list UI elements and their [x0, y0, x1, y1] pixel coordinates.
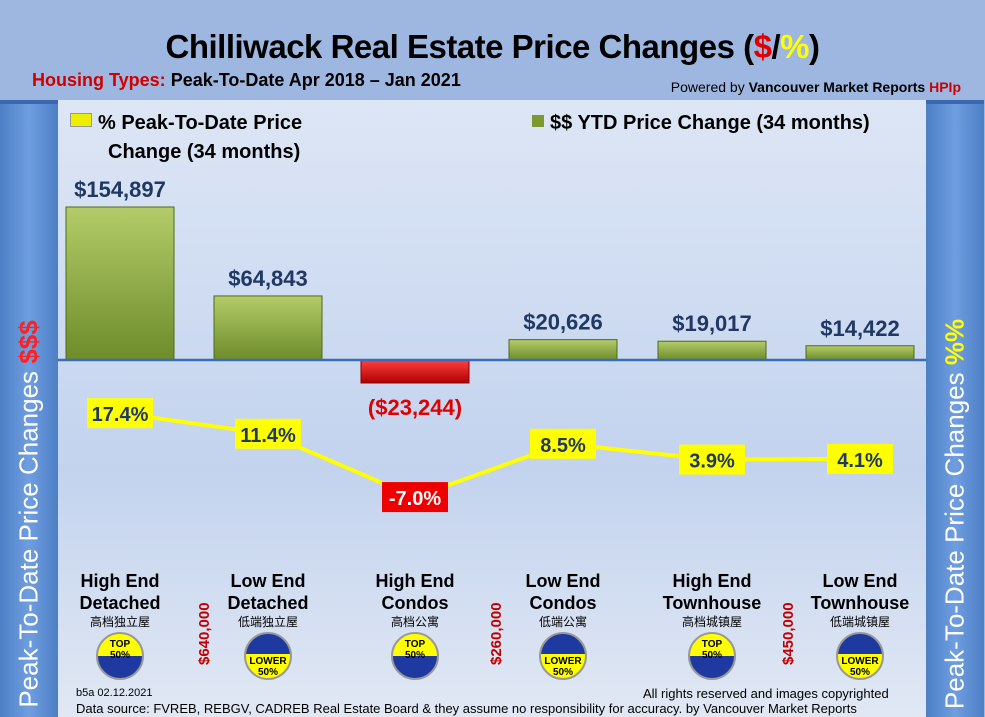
legend-swatch-yellow [70, 113, 92, 127]
top-50-badge: TOP 50% [96, 632, 144, 680]
bar-label-0: $154,897 [74, 177, 166, 202]
category-line2: Condos [381, 593, 449, 613]
chart-title: Chilliwack Real Estate Price Changes ($/… [165, 28, 820, 65]
category-label: Low End Condos 低端公寓 [488, 570, 638, 630]
bar-2 [360, 359, 470, 384]
category-line2: Townhouse [662, 593, 762, 613]
pct-label-4: 3.9% [689, 451, 735, 473]
pct-line [119, 411, 861, 500]
bar-1 [213, 295, 323, 361]
pct-label-box-4 [679, 444, 745, 475]
pct-label-5: 4.1% [837, 450, 883, 472]
price-threshold: $450,000 [780, 602, 797, 665]
bar-label-5: $14,422 [820, 316, 900, 341]
category-chinese: 低端城镇屋 [829, 615, 890, 629]
plot-area [58, 100, 926, 717]
price-threshold: $260,000 [488, 602, 505, 665]
pct-label-1: 11.4% [240, 425, 296, 447]
legend-pct: % Peak-To-Date Price Change (34 months) [70, 109, 302, 167]
bar-label-1: $64,843 [228, 266, 308, 291]
right-axis-panel: Peak-To-Date Price Changes %% [926, 100, 984, 717]
lower-50-badge: LOWER 50% [836, 632, 884, 680]
bar-5 [805, 345, 915, 361]
category-line2: Condos [529, 593, 597, 613]
category-label: Low End Detached 低端独立屋 [193, 570, 343, 630]
price-threshold: $640,000 [196, 602, 213, 665]
legend-bar: $$ YTD Price Change (34 months) [532, 109, 870, 138]
powered-by: Powered by Vancouver Market Reports HPIp [670, 79, 961, 95]
category-line1: Low End [525, 571, 601, 591]
category-line1: Low End [822, 571, 898, 591]
bar-4 [657, 340, 767, 361]
category-label: High End Detached 高档独立屋 [45, 570, 195, 630]
category-chinese: 高档独立屋 [89, 615, 150, 629]
bar-label-2: ($23,244) [368, 395, 462, 420]
legend-swatch-green [532, 115, 544, 127]
pct-label-box-3 [530, 428, 596, 459]
bar-3 [508, 339, 618, 361]
pct-label-3: 8.5% [540, 435, 586, 457]
category-line1: High End [672, 571, 752, 591]
left-axis-panel: Peak-To-Date Price Changes $$$ [0, 100, 58, 717]
lower-50-badge: LOWER 50% [539, 632, 587, 680]
version-label: b5a 02.12.2021 [76, 687, 153, 699]
subtitle: Housing Types: Peak-To-Date Apr 2018 – J… [32, 70, 461, 90]
lower-50-badge: LOWER 50% [244, 632, 292, 680]
category-line2: Townhouse [810, 593, 910, 613]
category-line1: High End [375, 571, 455, 591]
category-line2: Detached [227, 593, 309, 613]
pct-label-box-5 [827, 443, 893, 474]
category-chinese: 高档公寓 [390, 615, 439, 629]
category-line2: Detached [79, 593, 161, 613]
pct-label-0: 17.4% [92, 404, 149, 426]
category-chinese: 低端独立屋 [237, 615, 298, 629]
category-label: High End Townhouse 高档城镇屋 [637, 570, 787, 630]
pct-label-box-0 [87, 398, 153, 429]
top-50-badge: TOP 50% [688, 632, 736, 680]
category-chinese: 低端公寓 [538, 615, 587, 629]
pct-label-box-1 [235, 418, 301, 449]
category-line1: High End [80, 571, 160, 591]
category-label: High End Condos 高档公寓 [340, 570, 490, 630]
bar-0 [65, 206, 175, 361]
pct-label-2: -7.0% [389, 488, 441, 510]
bar-label-4: $19,017 [672, 311, 752, 336]
top-50-badge: TOP 50% [391, 632, 439, 680]
rights-text: All rights reserved and images copyright… [643, 686, 889, 701]
category-line1: Low End [230, 571, 306, 591]
data-source: Data source: FVREB, REBGV, CADREB Real E… [76, 701, 857, 716]
pct-label-box-2 [382, 482, 448, 513]
category-label: Low End Townhouse 低端城镇屋 [785, 570, 935, 630]
bar-label-3: $20,626 [523, 310, 603, 335]
category-chinese: 高档城镇屋 [681, 615, 742, 629]
